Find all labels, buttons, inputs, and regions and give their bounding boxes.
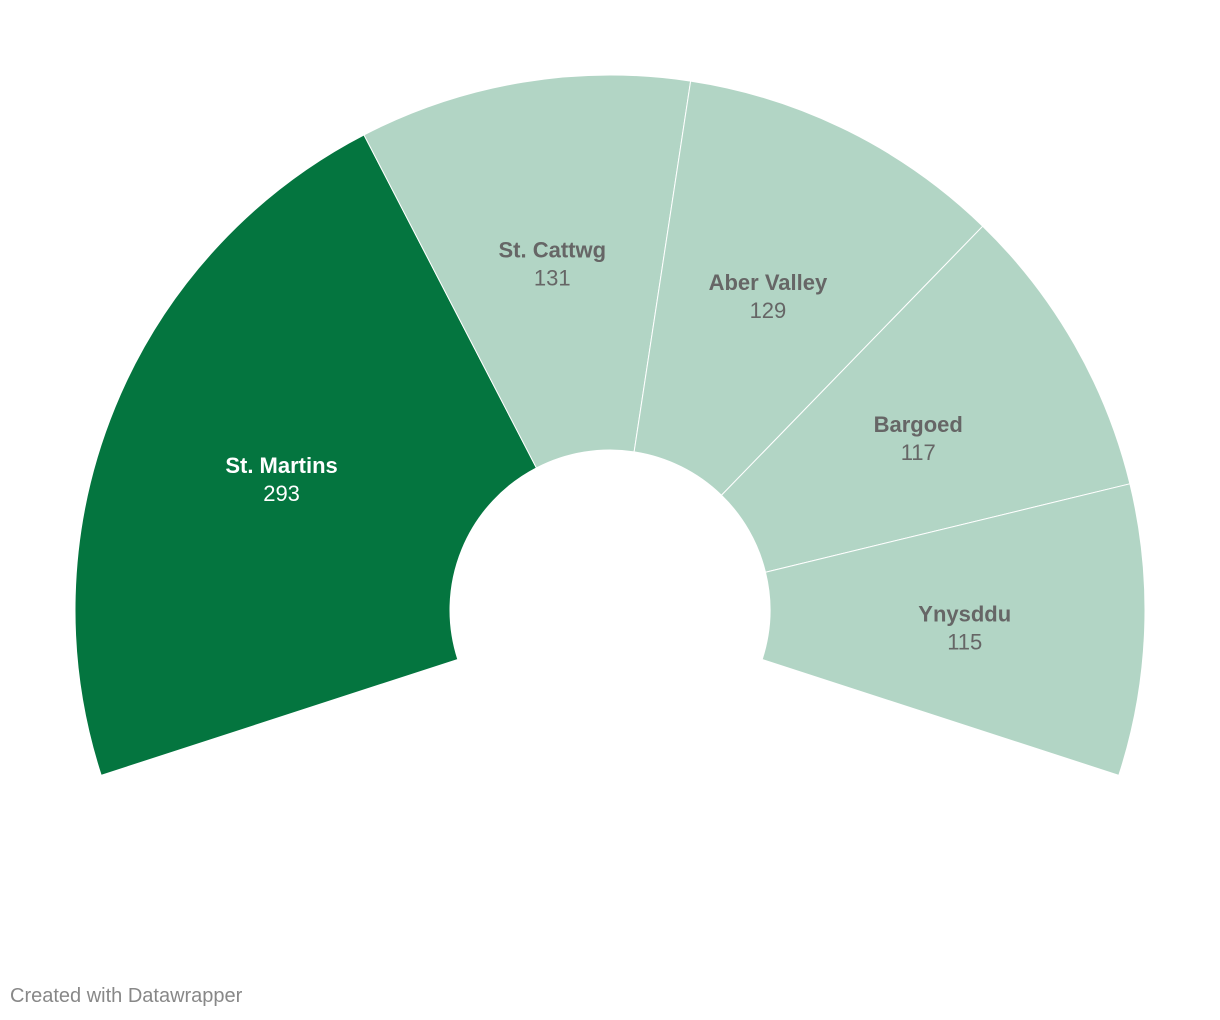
slice-value-bargoed: 117 (901, 440, 936, 465)
slice-st-cattwg (363, 74, 692, 469)
slice-label-bargoed: Bargoed (874, 412, 963, 437)
slice-value-st-cattwg: 131 (534, 266, 571, 291)
slice-value-st-martins: 293 (263, 481, 300, 506)
slice-value-ynysddu: 115 (947, 629, 982, 654)
datawrapper-credit: Created with Datawrapper (10, 985, 243, 1007)
slice-label-st-martins: St. Martins (225, 453, 337, 478)
slice-ynysddu (761, 483, 1146, 776)
slice-bargoed (720, 225, 1131, 573)
chart-slices (74, 74, 1146, 776)
slice-label-ynysddu: Ynysddu (918, 601, 1011, 626)
slice-label-aber-valley: Aber Valley (709, 270, 828, 295)
chart-labels: St. Martins 293 St. Cattwg 131 Aber Valley 12… (225, 238, 1011, 655)
slice-value-aber-valley: 129 (750, 298, 787, 323)
slice-label-st-cattwg: St. Cattwg (499, 238, 607, 263)
slice-aber-valley (633, 80, 984, 496)
slice-st-martins (74, 134, 538, 776)
